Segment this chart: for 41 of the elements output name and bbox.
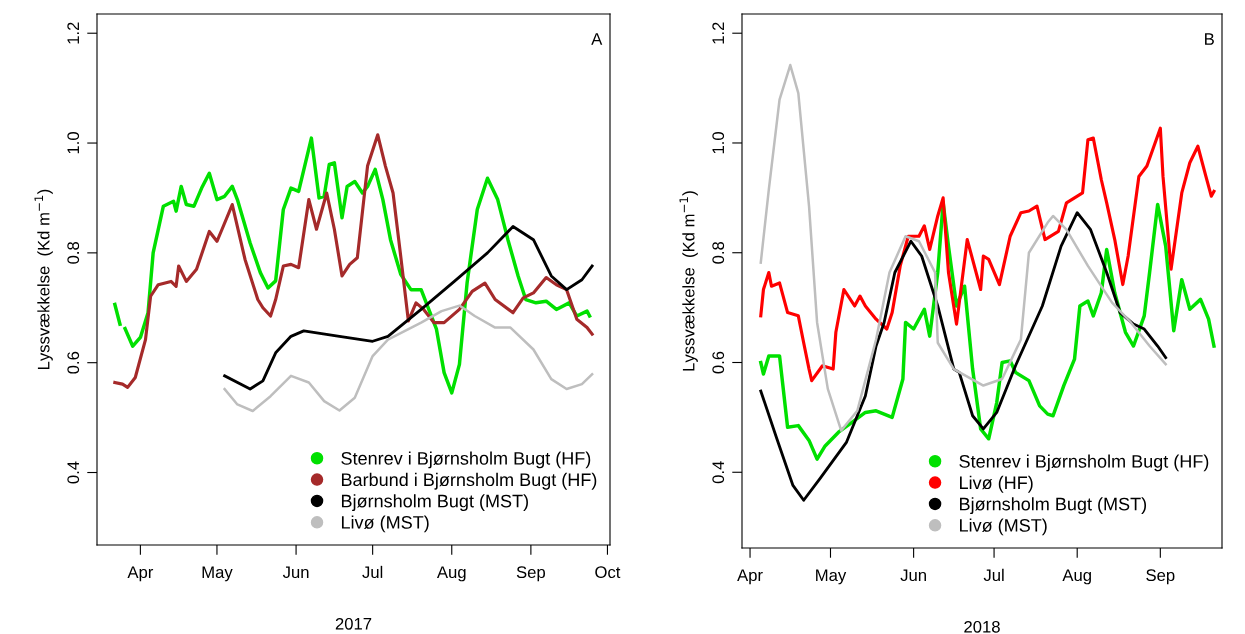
x-tick-label: Sep	[1146, 569, 1175, 585]
y-tick-label: 1.2	[712, 22, 724, 44]
y-tick-label: 0.6	[67, 351, 80, 374]
annotation: B	[1205, 33, 1214, 45]
x-axis-title: 2018	[964, 620, 1000, 633]
legend-label: Livø (MST)	[960, 518, 1047, 536]
line-series	[223, 225, 594, 391]
legend-label: Stenrev i Bjørnsholm Bugt (HF)	[341, 451, 591, 469]
y-axis-title: Lyssvækkelse (Kd m$^{−1}$)	[34, 189, 53, 370]
line-series	[223, 304, 594, 413]
y-axis-title: Lyssvækkelse (Kd m$^{−1}$)	[679, 191, 698, 371]
y-tick-label: 0.8	[712, 241, 725, 264]
y-tick-label: 1.0	[712, 132, 725, 154]
y-tick-label: 1.2	[67, 22, 79, 44]
x-tick-label: May	[816, 569, 847, 585]
annotation: A	[591, 33, 603, 45]
y-tick-label: 0.6	[712, 351, 725, 374]
legend-label: Livø (MST)	[341, 515, 429, 533]
y-tick-label: 0.4	[67, 461, 80, 484]
x-tick-label: May	[202, 566, 233, 582]
x-tick-label: Jun	[282, 566, 309, 579]
x-tick-label: Jul	[983, 568, 1004, 582]
legend-label: Bjørnsholm Bugt (MST)	[341, 494, 528, 512]
x-tick-label: Aug	[436, 566, 466, 582]
y-tick-label: 1.0	[67, 132, 80, 154]
x-tick-label: Apr	[127, 566, 154, 582]
x-tick-label: Apr	[737, 569, 763, 585]
x-tick-label: Jul	[362, 565, 383, 579]
x-tick-label: Oct	[595, 566, 621, 579]
line-series	[759, 63, 1167, 432]
legend-label: Livø (HF)	[960, 475, 1033, 493]
legend-label: Barbund i Bjørnsholm Bugt (HF)	[341, 472, 597, 490]
legend-label: Stenrev i Bjørnsholm Bugt (HF)	[959, 454, 1209, 472]
y-tick-label: 0.4	[712, 461, 725, 484]
x-axis-title: 2017	[335, 617, 372, 630]
line-series	[759, 126, 1216, 383]
y-tick-label: 0.8	[67, 242, 80, 264]
x-tick-label: Jun	[900, 569, 926, 582]
x-tick-label: Aug	[1062, 569, 1091, 585]
x-tick-label: Sep	[516, 566, 546, 582]
legend-label: Bjørnsholm Bugt (MST)	[960, 497, 1147, 515]
